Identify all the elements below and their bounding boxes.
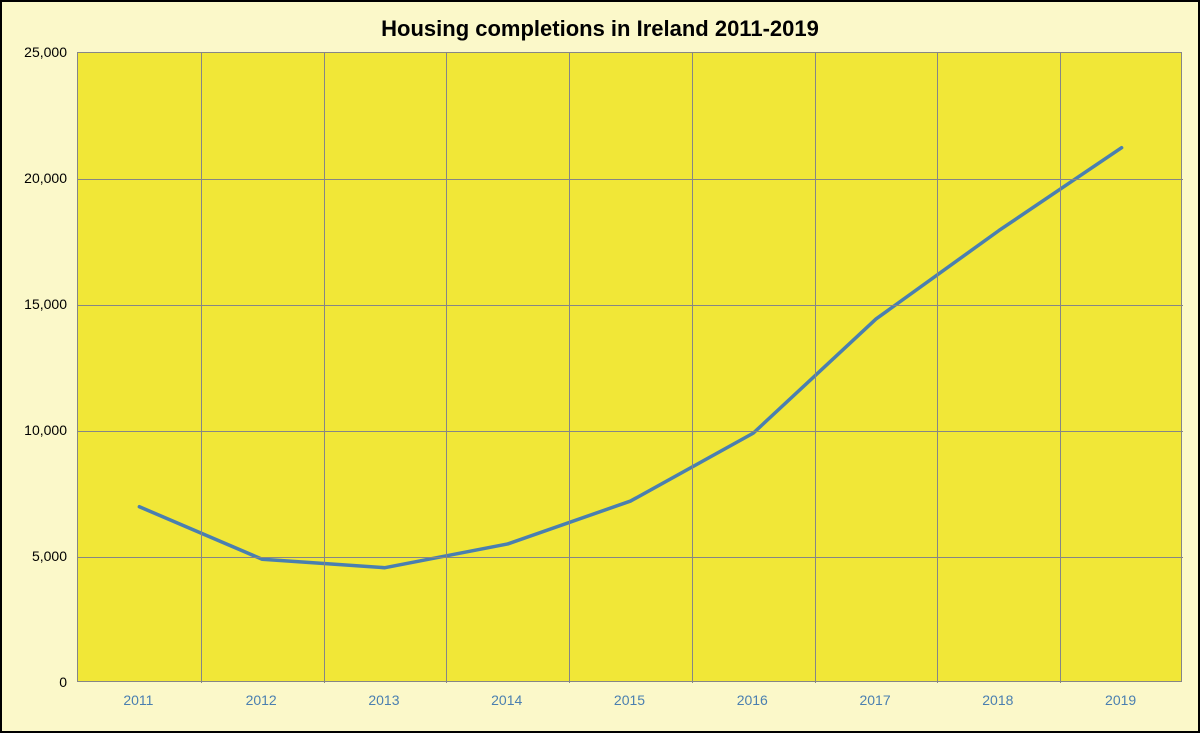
x-axis-label: 2012 (246, 692, 277, 708)
gridline-v (937, 53, 938, 683)
gridline-v (1060, 53, 1061, 683)
gridline-v (569, 53, 570, 683)
y-axis-label: 0 (59, 674, 67, 690)
x-axis-label: 2014 (491, 692, 522, 708)
y-axis-label: 10,000 (24, 422, 67, 438)
x-axis-label: 2018 (982, 692, 1013, 708)
gridline-v (201, 53, 202, 683)
chart-title: Housing completions in Ireland 2011-2019 (2, 16, 1198, 42)
gridline-v (692, 53, 693, 683)
line-series-svg (78, 53, 1183, 683)
y-axis-label: 20,000 (24, 170, 67, 186)
series-line (139, 148, 1121, 568)
gridline-v (446, 53, 447, 683)
x-axis-label: 2013 (368, 692, 399, 708)
x-axis-label: 2015 (614, 692, 645, 708)
gridline-h (78, 179, 1183, 180)
y-axis-label: 25,000 (24, 44, 67, 60)
chart-container: Housing completions in Ireland 2011-2019… (0, 0, 1200, 733)
gridline-v (324, 53, 325, 683)
x-axis-label: 2011 (123, 692, 153, 708)
x-axis-label: 2019 (1105, 692, 1136, 708)
gridline-h (78, 557, 1183, 558)
y-axis-label: 5,000 (32, 548, 67, 564)
x-axis-label: 2017 (859, 692, 890, 708)
gridline-v (815, 53, 816, 683)
plot-area (77, 52, 1182, 682)
x-axis-label: 2016 (737, 692, 768, 708)
y-axis-label: 15,000 (24, 296, 67, 312)
gridline-h (78, 431, 1183, 432)
gridline-h (78, 305, 1183, 306)
